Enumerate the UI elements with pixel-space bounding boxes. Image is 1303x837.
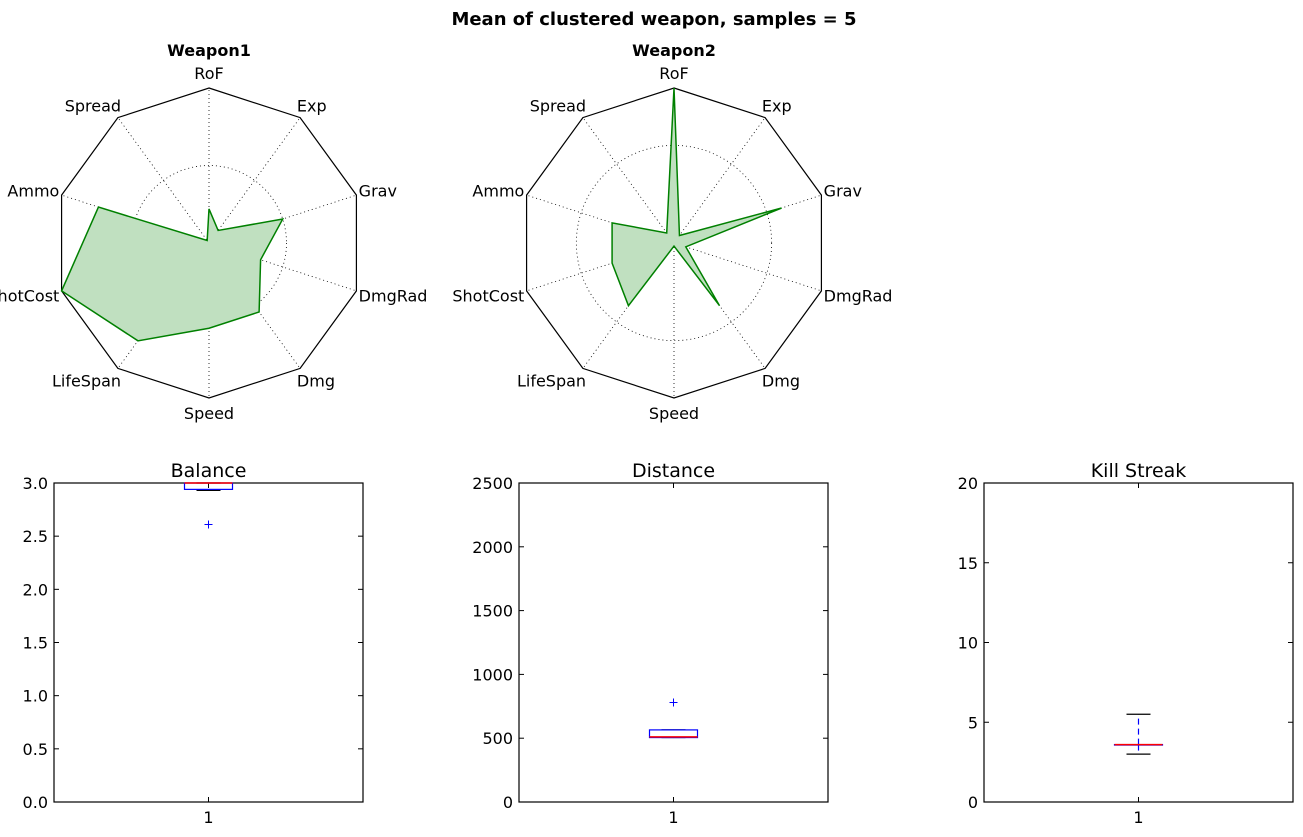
radar-axis-label-ammo: Ammo — [472, 181, 524, 200]
radar-axis-label-exp: Exp — [762, 96, 792, 115]
radar-frame — [525, 87, 823, 399]
boxplot-balance: 0.0 0.5 1.0 1.5 2.0 2.5 3.0 1 Balance — [23, 460, 364, 827]
x-tick-label: 1 — [203, 808, 213, 827]
y-tick-label: 2.0 — [23, 580, 48, 599]
y-tick-label: 0 — [503, 793, 513, 812]
radar-chart-weapon2: RoF Exp Grav DmgRad Dmg Speed LifeSpan ShotCost… — [452, 41, 892, 423]
radar-data-polygon — [611, 87, 782, 308]
radar-axis-label-shotcost: ShotCost — [0, 287, 59, 306]
y-tick-label: 5 — [968, 713, 978, 732]
radar-axis-label-rof: RoF — [194, 64, 223, 83]
radar-axis-label-lifespan: LifeSpan — [52, 372, 121, 391]
y-tick-label: 0 — [968, 793, 978, 812]
y-tick-label: 2500 — [472, 474, 513, 493]
radar-axis-label-spread: Spread — [65, 96, 121, 115]
radar-axis-label-spread: Spread — [530, 96, 586, 115]
radar-axis-label-dmgrad: DmgRad — [359, 287, 428, 306]
boxplot-distance: 0 500 1000 1500 2000 2500 1 Distance — [472, 460, 829, 827]
radar-axis-label-dmgrad: DmgRad — [824, 287, 893, 306]
y-tick-label: 1.0 — [23, 687, 48, 706]
x-tick-label: 1 — [668, 808, 678, 827]
radar-axis-label-ammo: Ammo — [7, 181, 59, 200]
plot-frame — [53, 482, 364, 803]
x-tick-label: 1 — [1133, 808, 1143, 827]
y-tick-label: 20 — [958, 474, 978, 493]
y-tick-label: 0.5 — [23, 740, 48, 759]
radar-axis-label-speed: Speed — [184, 404, 234, 423]
radar-axis-label-speed: Speed — [649, 404, 699, 423]
radar-axis-label-grav: Grav — [359, 181, 397, 200]
box-flier — [204, 520, 213, 529]
plot-title: Distance — [632, 460, 715, 482]
radar-axis-label-dmg: Dmg — [762, 372, 800, 391]
radar-axis-label-exp: Exp — [297, 96, 327, 115]
radar-title: Weapon1 — [167, 41, 251, 60]
radar-axis-label-rof: RoF — [659, 64, 688, 83]
radar-grid-circle — [131, 165, 287, 321]
plot-title: Balance — [171, 460, 247, 482]
y-tick-label: 3.0 — [23, 474, 48, 493]
radar-frame — [60, 87, 358, 399]
radar-axis-label-lifespan: LifeSpan — [517, 372, 586, 391]
radar-data-polygon — [60, 206, 285, 342]
y-tick-label: 1500 — [472, 602, 513, 621]
box-flier — [669, 698, 678, 707]
radar-axis-label-grav: Grav — [824, 181, 862, 200]
boxplot-kill-streak: 0 5 10 15 20 1 Kill Streak — [958, 460, 1294, 827]
y-tick-label: 0.0 — [23, 793, 48, 812]
figure-title: Mean of clustered weapon, samples = 5 — [451, 9, 856, 30]
y-tick-label: 1000 — [472, 665, 513, 684]
plot-frame — [518, 482, 829, 803]
plot-title: Kill Streak — [1091, 460, 1187, 482]
radar-axis-label-dmg: Dmg — [297, 372, 335, 391]
y-tick-label: 15 — [958, 554, 978, 573]
radar-spoke-spread — [582, 117, 675, 244]
y-tick-label: 500 — [482, 729, 513, 748]
radar-title: Weapon2 — [632, 41, 716, 60]
y-tick-label: 10 — [958, 634, 978, 653]
y-tick-label: 2.5 — [23, 527, 48, 546]
y-tick-label: 1.5 — [23, 634, 48, 653]
y-tick-label: 2000 — [472, 538, 513, 557]
radar-grid-circle — [575, 144, 773, 342]
radar-axis-label-shotcost: ShotCost — [452, 287, 524, 306]
radar-chart-weapon1: RoF Exp Grav DmgRad Dmg Speed LifeSpan ShotCost… — [0, 41, 427, 423]
